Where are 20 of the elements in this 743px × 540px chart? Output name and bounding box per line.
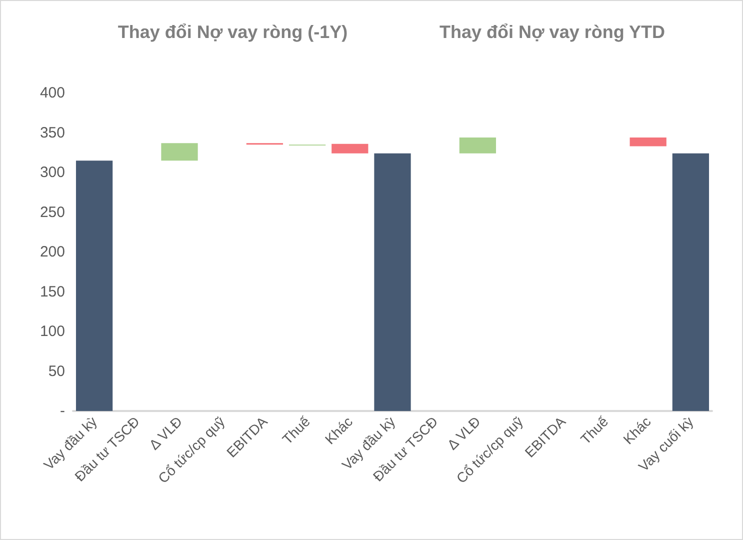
bar bbox=[161, 143, 198, 161]
y-tick-label: 250 bbox=[40, 204, 65, 221]
x-tick-label: Δ VLĐ bbox=[444, 413, 484, 453]
y-tick-label: 150 bbox=[40, 283, 65, 300]
y-tick-label: 350 bbox=[40, 124, 65, 142]
y-tick-label: 200 bbox=[40, 244, 65, 260]
y-tick-label: 300 bbox=[40, 164, 65, 181]
bar bbox=[332, 144, 368, 154]
y-tick-label: - bbox=[60, 402, 65, 420]
text: Thay đổi Nợ vay ròng YTD bbox=[439, 22, 666, 42]
y-tick-label: 50 bbox=[48, 362, 65, 380]
bar bbox=[459, 138, 496, 154]
x-tick-label: Δ VLĐ bbox=[146, 413, 186, 453]
bar bbox=[374, 153, 411, 411]
y-tick-label: 100 bbox=[40, 323, 65, 340]
bar bbox=[76, 160, 113, 411]
bar bbox=[630, 138, 666, 146]
y-tick-label: 400 bbox=[40, 84, 65, 102]
bar bbox=[672, 153, 710, 411]
text: Thay đổi Nợ vay ròng (-1Y) bbox=[118, 22, 348, 42]
